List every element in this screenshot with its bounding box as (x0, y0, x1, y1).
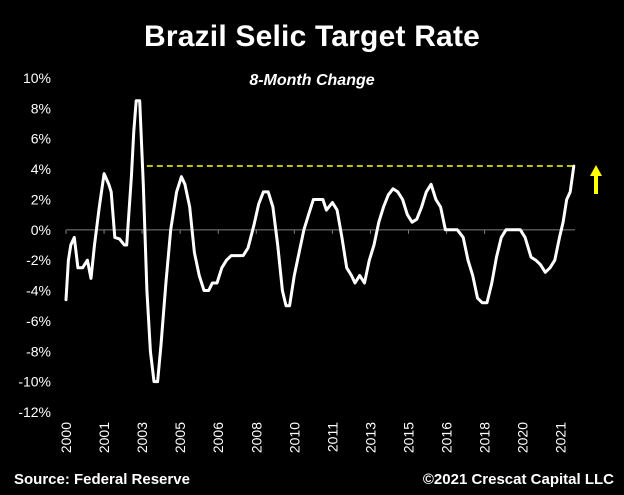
x-tick-label: 2020 (515, 422, 531, 453)
x-tick-label: 2018 (477, 422, 493, 453)
y-tick-label: -12% (18, 404, 51, 420)
chart-subtitle: 8-Month Change (249, 72, 375, 89)
x-tick-label: 2006 (210, 422, 226, 453)
x-tick-label: 2015 (401, 422, 417, 453)
y-tick-label: -4% (26, 283, 51, 299)
y-tick-label: 4% (31, 161, 51, 177)
x-tick-label: 2010 (286, 422, 302, 453)
y-tick-label: 6% (31, 131, 51, 147)
x-tick-label: 2001 (96, 422, 112, 453)
x-axis-ticks: 2000 2001 2003 2005 2006 2008 2010 2011 2013 2015… (58, 422, 569, 453)
series-line (64, 99, 576, 384)
y-axis-ticks: 10% 8% 6% 4% 2% 0% -2% -4% -6% -8% -10% -12% (18, 70, 51, 420)
y-tick-label: -8% (26, 343, 51, 359)
x-tick-label: 2003 (134, 422, 150, 453)
footer-source: Source: Federal Reserve (14, 471, 190, 488)
up-arrow-icon (590, 165, 602, 194)
x-axis-tickmarks (65, 229, 562, 234)
y-tick-label: -2% (26, 252, 51, 268)
y-tick-label: -6% (26, 313, 51, 329)
x-tick-label: 2021 (553, 422, 569, 453)
footer-copyright: ©2021 Crescat Capital LLC (422, 471, 614, 488)
y-tick-label: -10% (18, 374, 51, 390)
chart-title: Brazil Selic Target Rate (143, 20, 481, 53)
x-tick-label: 2013 (362, 422, 378, 453)
arrow-head (590, 165, 602, 176)
y-tick-label: 8% (31, 100, 51, 116)
x-tick-label: 2005 (172, 422, 188, 453)
x-tick-label: 2008 (248, 422, 264, 453)
y-tick-label: 0% (31, 222, 51, 238)
y-tick-label: 2% (31, 191, 51, 207)
y-tick-label: 10% (23, 70, 51, 86)
x-tick-label: 2011 (324, 422, 340, 452)
x-tick-label: 2016 (439, 422, 455, 453)
x-tick-label: 2000 (58, 422, 74, 453)
